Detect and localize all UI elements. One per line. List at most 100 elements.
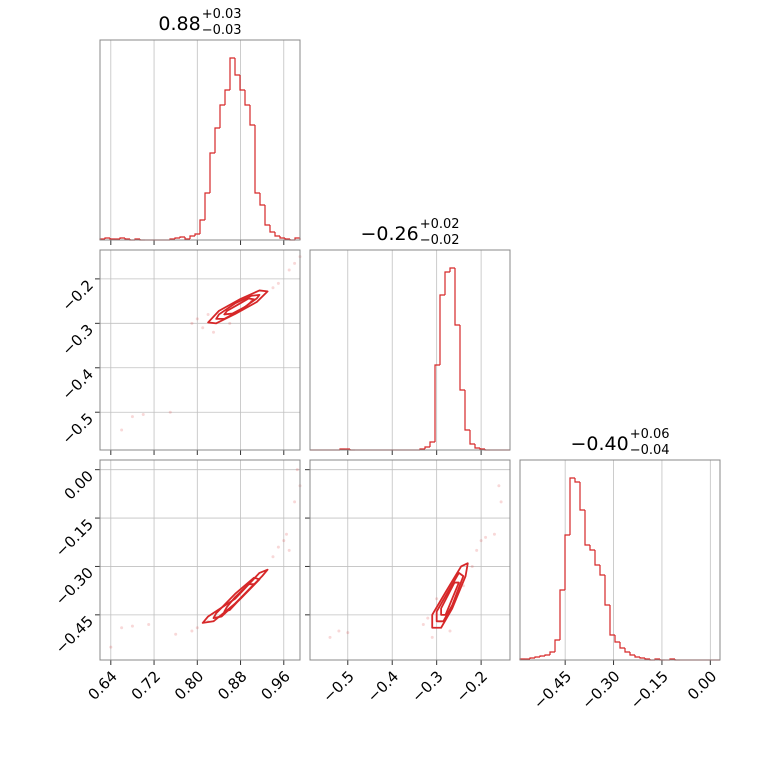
hist-bin	[269, 225, 275, 233]
panel: −0.45 −0.30 −0.15 0.00 −0.40 +0.06−0.04	[519, 427, 721, 713]
panel: −0.26 +0.02−0.02	[309, 217, 511, 455]
hist-bin	[254, 125, 260, 194]
panel-frame	[309, 459, 511, 661]
title-upper: +0.06	[630, 427, 670, 442]
title-upper: +0.02	[420, 217, 460, 232]
hist-bin	[594, 550, 600, 566]
contour-line	[207, 289, 269, 325]
scatter-point	[479, 539, 483, 543]
title-lower: −0.04	[630, 443, 670, 458]
hist-bin	[124, 238, 130, 240]
x-tick-label: 0.80	[171, 667, 207, 703]
hist-bin	[224, 89, 230, 105]
panel-frame	[519, 459, 721, 661]
y-tick-label: −0.5	[59, 410, 97, 448]
hist-bin	[639, 657, 645, 659]
hist-bin	[474, 444, 480, 449]
scatter-point	[287, 268, 291, 272]
scatter-point	[195, 317, 199, 321]
hist-bin	[584, 510, 590, 546]
hist-bin	[604, 575, 610, 606]
hist-bin	[559, 589, 565, 640]
hist-bin	[219, 104, 225, 128]
scatter-point	[284, 532, 288, 536]
scatter-point	[206, 312, 210, 316]
y-tick-label: −0.2	[59, 276, 97, 314]
hist-bin	[454, 268, 460, 326]
scatter-point	[190, 629, 194, 633]
hist-bin	[244, 90, 250, 106]
panel-frame	[309, 249, 511, 451]
scatter-point	[293, 500, 297, 504]
scatter-point	[174, 632, 178, 636]
scatter-point	[492, 532, 496, 536]
hist-bin	[184, 237, 190, 240]
hist-bin	[589, 545, 595, 551]
hist-bin	[609, 605, 615, 636]
y-tick-label: −0.3	[59, 321, 97, 359]
hist-bin	[449, 267, 455, 272]
scatter-point	[130, 624, 134, 628]
panel-title: −0.40	[570, 433, 628, 455]
scatter-point	[475, 548, 479, 552]
scatter-point	[109, 645, 113, 649]
hist-bin	[194, 233, 200, 236]
hist-bin	[174, 237, 180, 239]
x-tick-label: 0.00	[684, 667, 720, 703]
hist-bin	[459, 325, 465, 391]
hist-bin	[274, 232, 280, 237]
scatter-point	[337, 629, 341, 633]
title-lower: −0.02	[420, 233, 460, 248]
hist-bin	[624, 648, 630, 653]
hist-bin	[599, 565, 605, 576]
x-tick-label: 0.64	[84, 667, 120, 703]
panel: 0.88 +0.03−0.03	[99, 7, 301, 245]
panel-frame	[99, 249, 301, 451]
x-tick-label: −0.45	[530, 667, 575, 712]
hist-bin	[469, 430, 475, 445]
scatter-point	[168, 410, 172, 414]
scatter-point	[470, 564, 474, 568]
hist-bin	[554, 639, 560, 652]
hist-bin	[539, 655, 545, 657]
scatter-point	[346, 631, 350, 635]
scatter-point	[276, 281, 280, 285]
panel: −0.5 −0.4 −0.3 −0.2	[305, 459, 511, 706]
hist-bin	[569, 477, 575, 535]
x-tick-label: −0.3	[408, 667, 446, 705]
hist-bin	[439, 294, 445, 365]
hist-bin	[579, 482, 585, 511]
scatter-point	[201, 326, 205, 330]
hist-bin	[434, 364, 440, 442]
y-tick-label: −0.4	[59, 365, 97, 403]
hist-bin	[179, 236, 185, 238]
contour-line	[223, 297, 255, 316]
hist-bin	[529, 657, 535, 659]
hist-bin	[119, 237, 125, 239]
scatter-point	[328, 635, 332, 639]
hist-bin	[234, 58, 240, 76]
scatter-point	[212, 330, 216, 334]
x-tick-label: −0.30	[578, 667, 623, 712]
scatter-point	[190, 321, 194, 325]
scatter-point	[276, 545, 280, 549]
contour-line	[440, 581, 460, 616]
scatter-point	[120, 428, 124, 432]
hist-bin	[544, 654, 550, 656]
hist-bin	[229, 57, 235, 90]
contour-line	[201, 568, 269, 624]
y-tick-label: 0.00	[61, 467, 97, 503]
hist-bin	[574, 478, 580, 483]
contour-line	[435, 572, 465, 623]
hist-bin	[429, 441, 435, 447]
hist-bin	[259, 193, 265, 206]
hist-bin	[294, 237, 300, 240]
hist-bin	[534, 656, 540, 658]
hist-bin	[614, 635, 620, 643]
panel-frame	[99, 459, 301, 661]
hist-bin	[284, 238, 290, 240]
panel: 0.64 0.72 0.80 0.88 0.96 0.00 −0.15−0.30−0.45	[52, 459, 302, 704]
scatter-point	[282, 539, 286, 543]
hist-bin	[239, 75, 245, 91]
